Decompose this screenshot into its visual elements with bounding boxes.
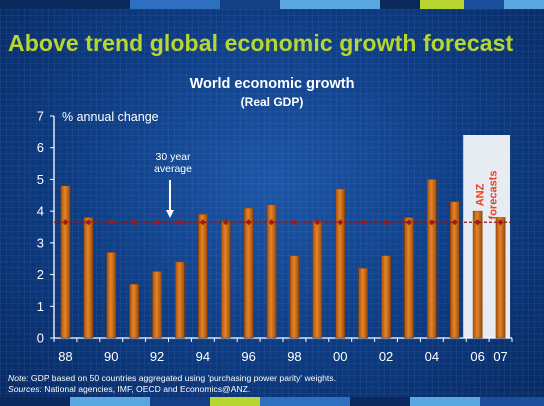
bar-88 — [60, 185, 71, 339]
bar-99 — [312, 220, 323, 339]
note-text: GDP based on 50 countries aggregated usi… — [28, 373, 336, 383]
y-tick-label: 3 — [37, 235, 44, 250]
slide-title: Above trend global economic growth forec… — [8, 30, 514, 56]
average-label-line1: 30 year — [155, 151, 191, 163]
average-marker — [383, 219, 390, 226]
bar-89 — [83, 217, 94, 339]
bar-00 — [335, 188, 346, 339]
bar-91 — [129, 283, 139, 339]
average-marker — [199, 219, 206, 226]
chart-note: Note: GDP based on 50 countries aggregat… — [8, 373, 336, 383]
y-tick-label: 0 — [37, 331, 44, 346]
average-marker — [131, 219, 138, 226]
average-marker — [314, 219, 321, 226]
average-marker — [176, 219, 183, 226]
bar-01 — [358, 267, 368, 339]
y-tick-label: 2 — [37, 267, 44, 282]
bar-93 — [175, 261, 185, 339]
bar-98 — [289, 255, 300, 339]
x-tick-label: 00 — [333, 349, 347, 364]
average-marker — [474, 219, 481, 226]
average-marker — [245, 219, 252, 226]
x-tick-label: 04 — [425, 349, 439, 364]
bar-02 — [381, 255, 391, 339]
x-tick-label: 98 — [287, 349, 301, 364]
forecast-label-line2: forecasts — [488, 171, 500, 220]
average-marker — [451, 219, 458, 226]
x-tick-label: 94 — [196, 349, 210, 364]
bar-95 — [220, 220, 231, 339]
sources-text: National agencies, IMF, OECD and Economi… — [41, 384, 251, 394]
forecast-label-line1: ANZ — [475, 183, 487, 206]
x-tick-label: 06 — [470, 349, 484, 364]
y-tick-label: 5 — [37, 172, 44, 187]
bar-94 — [198, 214, 208, 339]
y-axis-label: % annual change — [62, 110, 159, 124]
chart-subtitle: (Real GDP) — [240, 95, 304, 109]
bar-97 — [266, 204, 277, 339]
y-tick-label: 6 — [37, 140, 44, 155]
bar-96 — [243, 207, 254, 339]
bar-92 — [152, 271, 162, 339]
x-tick-label: 90 — [104, 349, 118, 364]
average-marker — [268, 219, 275, 226]
average-marker — [497, 219, 504, 226]
sources-label: Sources: — [8, 384, 42, 394]
average-marker — [108, 219, 115, 226]
average-marker — [291, 219, 298, 226]
x-tick-label: 96 — [241, 349, 255, 364]
average-marker — [62, 219, 69, 226]
average-marker — [85, 219, 92, 226]
bar-90 — [106, 252, 117, 339]
bar-05 — [449, 201, 460, 339]
y-tick-label: 7 — [37, 109, 44, 124]
top-decorative-strip — [0, 0, 544, 9]
average-marker — [222, 219, 229, 226]
forecast-label: ANZ forecasts — [475, 171, 500, 220]
x-tick-label: 88 — [58, 349, 72, 364]
y-tick-label: 1 — [37, 299, 44, 314]
bar-06 — [472, 210, 483, 339]
average-label-line2: average — [154, 163, 192, 175]
note-label: Note: — [8, 373, 29, 383]
average-marker — [360, 219, 367, 226]
bar-03 — [404, 217, 414, 339]
bar-07 — [495, 217, 506, 339]
bottom-decorative-strip — [0, 397, 544, 406]
bar-04 — [427, 179, 437, 339]
x-tick-label: 02 — [379, 349, 393, 364]
chart-title: World economic growth — [189, 76, 355, 92]
average-marker — [428, 219, 435, 226]
x-tick-label: 92 — [150, 349, 164, 364]
chart-sources: Sources: National agencies, IMF, OECD an… — [8, 384, 250, 394]
average-marker — [337, 219, 344, 226]
y-tick-label: 4 — [37, 204, 44, 219]
average-marker — [405, 219, 412, 226]
average-marker — [154, 219, 161, 226]
x-tick-label: 07 — [493, 349, 507, 364]
